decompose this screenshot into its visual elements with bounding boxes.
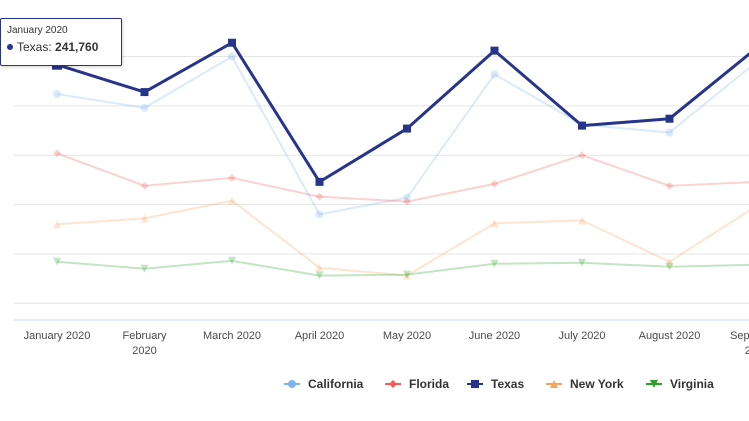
series-new-york[interactable]: [53, 196, 749, 280]
data-point-florida[interactable]: [578, 151, 586, 160]
x-tick-label: February 2020: [122, 330, 167, 357]
x-tick-label: April 2020: [295, 330, 345, 342]
data-point-texas[interactable]: [228, 38, 236, 47]
data-point-virginia[interactable]: [665, 262, 674, 271]
data-point-florida[interactable]: [490, 179, 499, 188]
data-point-texas[interactable]: [490, 46, 499, 55]
tooltip-row: Texas: 241,760: [7, 39, 115, 56]
data-point-california[interactable]: [665, 128, 674, 137]
data-point-virginia[interactable]: [315, 271, 324, 280]
x-tick-label: May 2020: [383, 330, 431, 342]
legend-marker-new-york[interactable]: [550, 380, 558, 388]
data-point-virginia[interactable]: [53, 257, 61, 266]
data-point-california[interactable]: [140, 103, 149, 112]
legend-label-california: California: [308, 377, 364, 391]
tooltip-title: January 2020: [7, 25, 68, 36]
data-point-florida[interactable]: [403, 197, 411, 206]
series-virginia[interactable]: [53, 256, 749, 280]
plot-series: [52, 38, 749, 280]
tooltip-value: 241,760: [55, 40, 99, 54]
x-tick-label: June 2020: [469, 330, 520, 342]
legend-label-texas: Texas: [491, 377, 524, 391]
data-point-california[interactable]: [228, 52, 236, 61]
tooltip-series-marker: [7, 44, 13, 50]
x-tick-label: July 2020: [558, 330, 605, 342]
data-point-new-york[interactable]: [140, 214, 149, 223]
legend-label-virginia: Virginia: [670, 377, 714, 391]
data-point-texas[interactable]: [315, 177, 324, 186]
legend: California Florida Texas New York Virginia: [284, 377, 714, 391]
data-point-florida[interactable]: [228, 173, 236, 182]
series-texas[interactable]: [52, 38, 749, 186]
data-tooltip: January 2020 Texas: 241,760: [0, 18, 122, 66]
data-point-virginia[interactable]: [578, 258, 586, 267]
gridlines: [14, 56, 749, 304]
legend-marker-california[interactable]: [288, 380, 296, 388]
data-point-virginia[interactable]: [140, 264, 149, 273]
data-point-virginia[interactable]: [403, 270, 411, 279]
series-line-virginia[interactable]: [56, 259, 749, 277]
data-point-california[interactable]: [53, 90, 61, 99]
legend-item-florida[interactable]: Florida: [385, 377, 449, 391]
legend-label-florida: Florida: [409, 377, 449, 391]
data-point-virginia[interactable]: [228, 256, 236, 265]
data-point-texas[interactable]: [403, 124, 411, 133]
series-line-new-york[interactable]: [56, 199, 749, 277]
data-point-new-york[interactable]: [578, 216, 586, 225]
x-tick-label: August 2020: [639, 330, 701, 342]
data-point-florida[interactable]: [315, 192, 324, 201]
x-tick-label: September2020: [730, 330, 749, 357]
legend-marker-florida[interactable]: [389, 380, 397, 388]
data-point-florida[interactable]: [140, 181, 149, 190]
data-point-california[interactable]: [490, 70, 499, 79]
data-point-california[interactable]: [315, 210, 324, 219]
legend-item-new-york[interactable]: New York: [546, 377, 624, 391]
legend-marker-texas[interactable]: [471, 380, 479, 388]
legend-marker-virginia[interactable]: [650, 380, 658, 388]
data-point-florida[interactable]: [665, 181, 674, 190]
series-florida[interactable]: [53, 149, 749, 206]
data-point-texas[interactable]: [140, 88, 149, 97]
series-line-florida[interactable]: [56, 152, 749, 203]
data-point-florida[interactable]: [53, 149, 61, 158]
data-point-new-york[interactable]: [315, 263, 324, 272]
x-axis-tick-labels: January 2020 February 2020 March 2020 April …: [24, 330, 749, 357]
legend-item-texas[interactable]: Texas: [467, 377, 524, 391]
data-point-virginia[interactable]: [490, 259, 499, 268]
data-point-new-york[interactable]: [665, 257, 674, 266]
data-point-texas[interactable]: [578, 121, 586, 130]
x-tick-label: March 2020: [203, 330, 261, 342]
data-point-new-york[interactable]: [403, 271, 411, 280]
data-point-texas[interactable]: [665, 114, 674, 123]
legend-item-virginia[interactable]: Virginia: [646, 377, 714, 391]
series-line-california[interactable]: [56, 55, 749, 216]
tooltip-series-name: Texas: [17, 40, 49, 54]
data-point-new-york[interactable]: [228, 196, 236, 205]
data-point-new-york[interactable]: [53, 220, 61, 229]
series-line-texas[interactable]: [56, 41, 749, 184]
x-tick-label: January 2020: [24, 330, 91, 342]
series-california[interactable]: [53, 52, 749, 219]
legend-label-new-york: New York: [570, 377, 624, 391]
data-point-new-york[interactable]: [490, 219, 499, 228]
legend-item-california[interactable]: California: [284, 377, 364, 391]
data-point-california[interactable]: [403, 193, 411, 202]
